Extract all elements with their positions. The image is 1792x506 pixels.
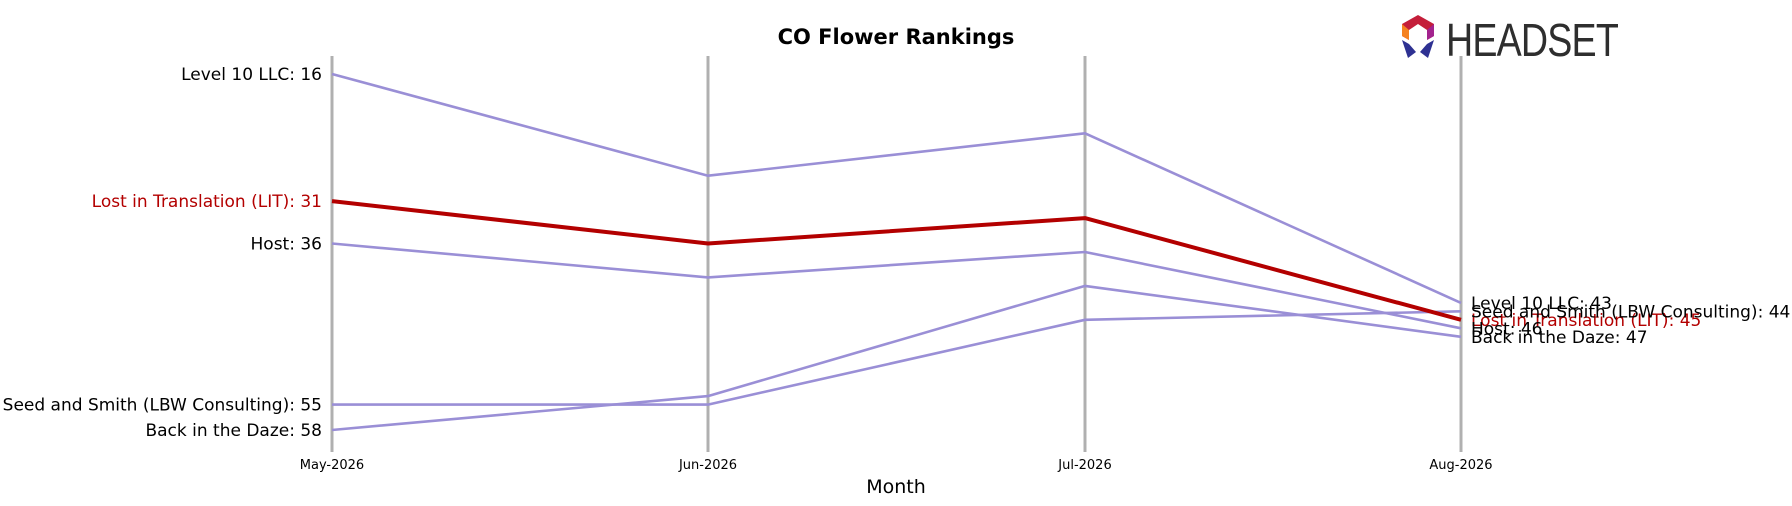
x-tick-labels: May-2026 Jun-2026 Jul-2026 Aug-2026 [300, 458, 1493, 473]
headset-logo: HEADSET [1402, 14, 1620, 66]
end-label: Level 10 LLC: 43 [1471, 294, 1612, 314]
month-axis-lines [330, 56, 1463, 452]
end-label: Back in the Daze: 47 [1471, 328, 1648, 348]
x-tick-label: May-2026 [300, 458, 364, 473]
chart-title: CO Flower Rankings [778, 25, 1015, 49]
x-tick-label: Jul-2026 [1057, 458, 1111, 473]
headset-logo-text: HEADSET [1446, 14, 1619, 66]
start-label: Lost in Translation (LIT): 31 [92, 192, 322, 212]
series-line [331, 284, 1462, 432]
end-label: Lost in Translation (LIT): 45 [1471, 311, 1701, 331]
start-label: Host: 36 [251, 235, 322, 255]
series-line [332, 310, 1462, 406]
series-line [331, 199, 1462, 322]
series-line [331, 72, 1462, 305]
start-labels: Level 10 LLC: 16 Lost in Translation (LIT… [3, 65, 322, 441]
start-label: Back in the Daze: 58 [145, 421, 322, 441]
series-line [331, 242, 1462, 330]
end-label: Seed and Smith (LBW Consulting): 44 [1471, 302, 1790, 322]
x-tick-label: Aug-2026 [1429, 458, 1492, 473]
series-lines [331, 72, 1462, 432]
headset-logo-mark [1402, 15, 1434, 58]
start-label: Seed and Smith (LBW Consulting): 55 [3, 396, 322, 416]
start-label: Level 10 LLC: 16 [181, 65, 322, 85]
x-axis-label: Month [866, 476, 926, 498]
end-label: Host: 46 [1471, 319, 1542, 339]
x-tick-label: Jun-2026 [678, 458, 737, 473]
